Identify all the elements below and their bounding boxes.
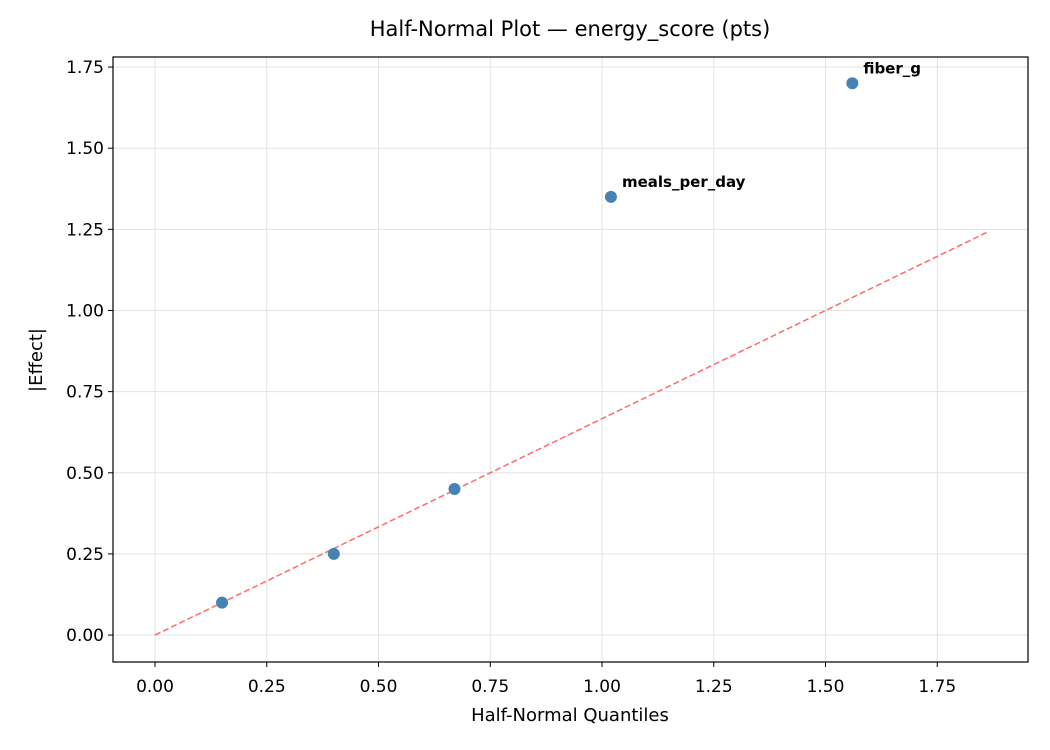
y-tick-label: 1.00 (66, 301, 104, 321)
y-axis-label: |Effect| (26, 328, 47, 392)
y-tick-label: 1.75 (66, 58, 104, 78)
y-tick-label: 1.25 (66, 220, 104, 240)
reference-line (154, 231, 987, 636)
x-tick-label: 1.25 (695, 677, 733, 697)
x-tick-label: 1.75 (918, 677, 956, 697)
y-tick-label: 0.00 (66, 626, 104, 646)
x-tick-label: 1.00 (583, 677, 621, 697)
x-tick-label: 0.25 (248, 677, 286, 697)
point (216, 596, 229, 609)
point (448, 483, 461, 496)
x-tick-label: 1.50 (807, 677, 845, 697)
chart-title: Half-Normal Plot — energy_score (pts) (370, 17, 771, 42)
y-tick-label: 1.50 (66, 139, 104, 159)
point-label: meals_per_day (622, 173, 746, 191)
point (846, 77, 859, 90)
y-tick-label: 0.50 (66, 464, 104, 484)
x-tick-label: 0.00 (136, 677, 174, 697)
y-tick-label: 0.75 (66, 383, 104, 403)
x-axis-label: Half-Normal Quantiles (471, 705, 669, 726)
plot-frame (112, 56, 1029, 663)
y-tick-label: 0.25 (66, 545, 104, 565)
x-tick-label: 0.50 (360, 677, 398, 697)
point-label: fiber_g (863, 59, 921, 77)
x-tick-label: 0.75 (471, 677, 509, 697)
point (327, 547, 340, 560)
point (604, 190, 617, 203)
